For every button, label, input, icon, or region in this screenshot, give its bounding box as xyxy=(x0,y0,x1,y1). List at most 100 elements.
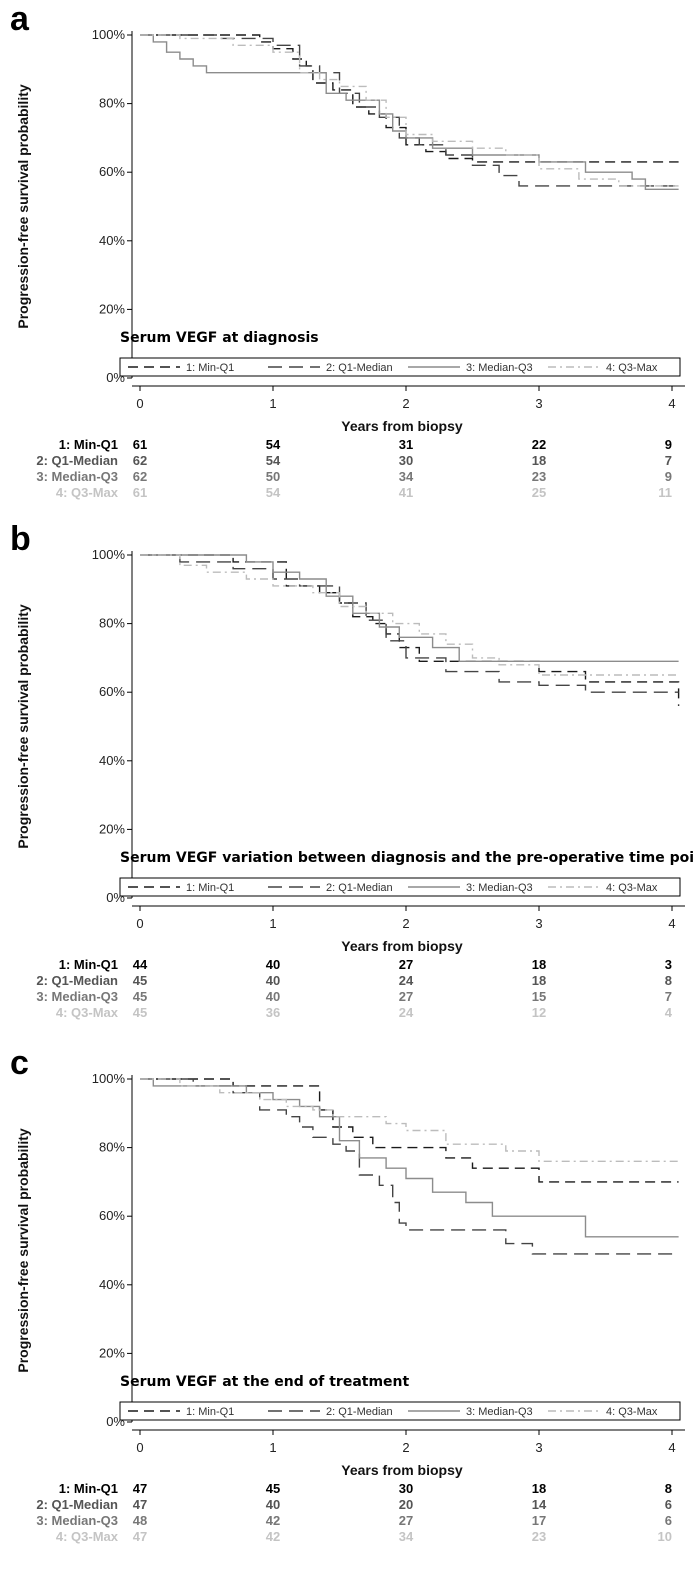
risk-count: 15 xyxy=(532,989,546,1004)
risk-count: 34 xyxy=(399,1529,414,1544)
risk-row-label: 2: Q1-Median xyxy=(36,453,118,468)
risk-count: 18 xyxy=(532,973,546,988)
legend-label: 1: Min-Q1 xyxy=(186,362,234,374)
risk-count: 18 xyxy=(532,957,546,972)
risk-count: 45 xyxy=(133,989,147,1004)
risk-count: 12 xyxy=(532,1005,546,1020)
y-tick-label: 20% xyxy=(99,1345,125,1360)
risk-count: 17 xyxy=(532,1513,546,1528)
risk-count: 24 xyxy=(399,973,414,988)
risk-count: 8 xyxy=(665,1481,672,1496)
x-tick-label: 1 xyxy=(269,916,276,931)
y-tick-label: 100% xyxy=(92,27,126,42)
risk-count: 6 xyxy=(665,1513,672,1528)
risk-count: 25 xyxy=(532,485,546,500)
y-tick-label: 100% xyxy=(92,1071,126,1086)
risk-count: 47 xyxy=(133,1481,147,1496)
x-tick-label: 3 xyxy=(535,916,542,931)
risk-count: 30 xyxy=(399,1481,413,1496)
risk-row-label: 2: Q1-Median xyxy=(36,973,118,988)
risk-count: 27 xyxy=(399,1513,413,1528)
risk-count: 50 xyxy=(266,469,280,484)
y-tick-label: 80% xyxy=(99,616,125,631)
risk-count: 10 xyxy=(658,1529,672,1544)
risk-row-label: 1: Min-Q1 xyxy=(59,437,118,452)
x-tick-label: 1 xyxy=(269,396,276,411)
risk-count: 47 xyxy=(133,1497,147,1512)
risk-count: 34 xyxy=(399,469,414,484)
legend-box xyxy=(119,1401,681,1421)
series-line-1 xyxy=(140,34,679,163)
y-tick-label: 80% xyxy=(99,96,125,111)
legend: 1: Min-Q1 2: Q1-Median 3: Median-Q3 4: Q3-M… xyxy=(119,877,681,897)
series-line-2 xyxy=(140,1078,679,1255)
series-line-1 xyxy=(140,1078,679,1183)
series-line-3 xyxy=(140,34,679,190)
legend-label: 4: Q3-Max xyxy=(606,362,658,374)
risk-count: 62 xyxy=(133,453,147,468)
y-tick-label: 40% xyxy=(99,753,125,768)
risk-row-label: 2: Q1-Median xyxy=(36,1497,118,1512)
risk-count: 40 xyxy=(266,957,280,972)
risk-count: 45 xyxy=(133,973,147,988)
risk-count: 7 xyxy=(665,989,672,1004)
x-tick-label: 3 xyxy=(535,1440,542,1455)
risk-count: 27 xyxy=(399,957,413,972)
risk-count: 45 xyxy=(133,1005,147,1020)
legend: 1: Min-Q1 2: Q1-Median 3: Median-Q3 4: Q3-M… xyxy=(119,357,681,377)
legend-label: 1: Min-Q1 xyxy=(186,1406,234,1418)
series-line-3 xyxy=(140,1078,679,1238)
x-tick-label: 4 xyxy=(668,396,675,411)
risk-count: 40 xyxy=(266,1497,280,1512)
risk-count: 54 xyxy=(266,437,281,452)
legend-label: 2: Q1-Median xyxy=(326,362,393,374)
risk-count: 54 xyxy=(266,453,281,468)
legend-label: 2: Q1-Median xyxy=(326,1406,393,1418)
legend-label: 3: Median-Q3 xyxy=(466,882,533,894)
risk-count: 62 xyxy=(133,469,147,484)
y-tick-label: 20% xyxy=(99,301,125,316)
y-axis-label: Progression-free survival probability xyxy=(15,84,31,329)
x-tick-label: 4 xyxy=(668,1440,675,1455)
risk-count: 42 xyxy=(266,1513,280,1528)
risk-count: 40 xyxy=(266,989,280,1004)
x-tick-label: 2 xyxy=(402,1440,409,1455)
panel-annotation: Serum VEGF variation between diagnosis a… xyxy=(120,850,695,866)
x-tick-label: 3 xyxy=(535,396,542,411)
risk-count: 7 xyxy=(665,453,672,468)
legend-box xyxy=(119,877,681,897)
risk-row-label: 1: Min-Q1 xyxy=(59,1481,118,1496)
risk-count: 9 xyxy=(665,469,672,484)
series-line-4 xyxy=(140,554,679,676)
risk-count: 4 xyxy=(665,1005,673,1020)
panel-annotation: Serum VEGF at the end of treatment xyxy=(120,1374,410,1390)
risk-table: 1: Min-Q1 47 45 30 18 8 2: Q1-Median 47 40 20 14 6 3… xyxy=(36,1481,672,1544)
risk-count: 48 xyxy=(133,1513,147,1528)
risk-count: 22 xyxy=(532,437,546,452)
y-tick-label: 60% xyxy=(99,164,125,179)
risk-table: 1: Min-Q1 44 40 27 18 3 2: Q1-Median 45 40 24 18 8 3… xyxy=(36,957,672,1020)
x-tick-label: 0 xyxy=(136,396,143,411)
risk-count: 31 xyxy=(399,437,413,452)
panel-letter: c xyxy=(10,1044,29,1082)
series-line-1 xyxy=(140,554,680,706)
risk-count: 47 xyxy=(133,1529,147,1544)
risk-row-label: 1: Min-Q1 xyxy=(59,957,118,972)
risk-count: 9 xyxy=(665,437,672,452)
x-tick-label: 4 xyxy=(668,916,675,931)
risk-count: 42 xyxy=(266,1529,280,1544)
risk-count: 20 xyxy=(399,1497,413,1512)
risk-row-label: 3: Median-Q3 xyxy=(36,1513,118,1528)
risk-table: 1: Min-Q1 61 54 31 22 9 2: Q1-Median 62 54 30 18 7 3… xyxy=(36,437,672,500)
series-line-2 xyxy=(140,34,679,187)
series-line-2 xyxy=(140,554,679,693)
risk-count: 8 xyxy=(665,973,672,988)
risk-count: 36 xyxy=(266,1005,280,1020)
risk-count: 30 xyxy=(399,453,413,468)
risk-count: 24 xyxy=(399,1005,414,1020)
legend: 1: Min-Q1 2: Q1-Median 3: Median-Q3 4: Q3-M… xyxy=(119,1401,681,1421)
risk-count: 54 xyxy=(266,485,281,500)
